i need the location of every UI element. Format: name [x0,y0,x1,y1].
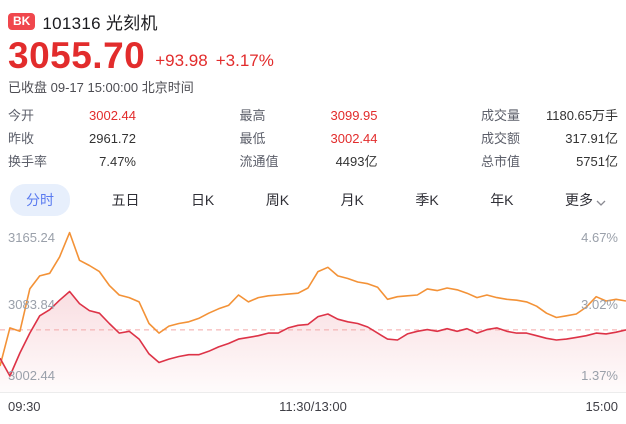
stat-float-value: 流通值 4493亿 [239,154,378,169]
tab-timeshare[interactable]: 分时 [10,184,70,216]
price-change-percent: +3.17% [215,51,274,70]
period-tab-bar: 分时 五日 日K 周K 月K 季K 年K 更多 [0,184,626,216]
stat-volume: 成交量 1180.65万手 [481,108,618,123]
timeshare-chart[interactable]: 3165.24 3083.84 3002.44 4.67% 3.02% 1.37… [0,225,626,392]
market-status: 已收盘 09-17 15:00:00 北京时间 [8,80,194,95]
price-change: +93.98 [155,51,208,70]
x-axis-close-time: 15:00 [585,399,618,414]
header: BK 101316 光刻机 3055.70 +93.98 +3.17% 已收盘 0… [0,0,626,97]
stat-turnover-amount: 成交额 317.91亿 [481,131,618,146]
sector-badge: BK [8,12,36,30]
page-title: 101316 光刻机 [42,9,157,34]
stock-name: 光刻机 [105,13,158,33]
change-group: +93.98 +3.17% [155,51,274,74]
tab-quarterly-k[interactable]: 季K [405,184,448,216]
price-row: 3055.70 +93.98 +3.17% [8,36,618,74]
current-price: 3055.70 [8,35,146,76]
tab-weekly-k[interactable]: 周K [256,184,299,216]
stats-column-2: 最高 3099.95 最低 3002.44 流通值 4493亿 [240,104,378,173]
stock-code: 101316 [42,13,101,33]
x-axis: 09:30 11:30/13:00 15:00 [0,392,626,422]
x-axis-open-time: 09:30 [8,399,41,414]
title-row: BK 101316 光刻机 [8,9,618,34]
tab-yearly-k[interactable]: 年K [480,184,523,216]
x-axis-midday-time: 11:30/13:00 [279,399,347,414]
tab-five-day[interactable]: 五日 [101,184,149,216]
timeshare-svg [0,231,626,392]
chevron-down-icon [596,193,606,209]
stats-column-1: 今开 3002.44 昨收 2961.72 换手率 7.47% [8,104,136,173]
tab-monthly-k[interactable]: 月K [331,184,374,216]
tab-daily-k[interactable]: 日K [181,184,224,216]
stat-turnover-rate: 换手率 7.47% [8,154,136,169]
stat-low: 最低 3002.44 [239,131,378,146]
stat-open: 今开 3002.44 [8,108,136,123]
tab-more-label: 更多 [565,192,593,208]
stats-grid: 今开 3002.44 昨收 2961.72 换手率 7.47% 最高 3099.… [0,104,626,173]
stat-high: 最高 3099.95 [239,108,378,123]
stats-column-3: 成交量 1180.65万手 成交额 317.91亿 总市值 5751亿 [481,104,618,173]
tab-more[interactable]: 更多 [555,184,616,216]
stat-prev-close: 昨收 2961.72 [8,131,136,146]
stat-market-cap: 总市值 5751亿 [481,154,618,169]
